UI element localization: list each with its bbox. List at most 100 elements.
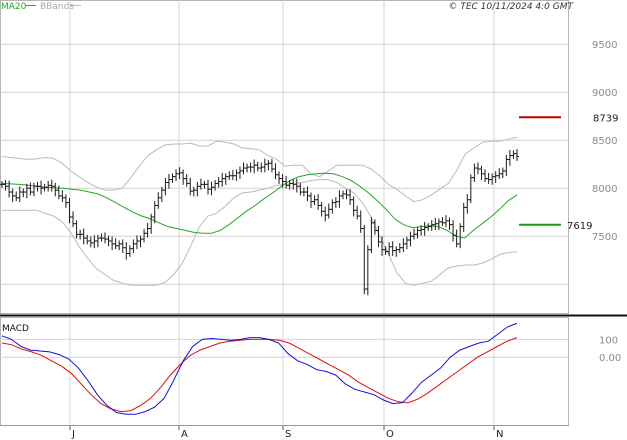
- month-label: S: [285, 429, 291, 440]
- price-bar: [237, 166, 242, 180]
- price-bar: [323, 206, 328, 222]
- price-bar: [433, 218, 438, 230]
- month-label: O: [386, 429, 394, 440]
- price-bar: [426, 223, 431, 231]
- price-bar: [465, 194, 470, 214]
- macd-panel-frame: [0, 317, 569, 426]
- price-bar: [163, 177, 168, 196]
- price-levels: 8739 7619: [519, 113, 618, 232]
- price-bar: [397, 243, 402, 253]
- price-bar: [479, 165, 484, 181]
- price-bar: [255, 161, 260, 172]
- macd-polyline: [1, 322, 518, 415]
- ma20-legend-label: MA20: [1, 2, 27, 12]
- price-bar: [17, 186, 22, 203]
- price-bar: [234, 169, 239, 181]
- resistance-level-label: 8739: [593, 113, 618, 124]
- price-bar: [483, 169, 488, 182]
- price-tick-label: 8500: [592, 136, 617, 147]
- price-bar: [177, 167, 182, 180]
- price-bar: [88, 236, 93, 248]
- price-bar: [280, 174, 285, 188]
- price-bar: [174, 169, 179, 181]
- price-bar: [181, 169, 186, 185]
- price-bar: [319, 202, 324, 217]
- price-bar: [440, 217, 445, 227]
- price-bar: [7, 180, 12, 198]
- price-bar: [78, 229, 83, 240]
- price-bar: [14, 191, 19, 202]
- price-bar: [134, 235, 139, 250]
- price-bar: [422, 221, 427, 236]
- price-bar: [259, 162, 264, 173]
- price-bar: [230, 170, 235, 181]
- price-bar: [355, 205, 360, 220]
- price-bar: [145, 222, 150, 238]
- price-bar: [53, 182, 58, 197]
- price-bar: [380, 236, 385, 256]
- price-bar: [248, 162, 253, 173]
- price-bar: [3, 179, 8, 191]
- price-bar: [63, 194, 68, 208]
- right-axis-band: [569, 0, 627, 440]
- price-bar: [504, 154, 509, 177]
- price-bar: [269, 158, 274, 173]
- price-bar: [500, 167, 505, 179]
- price-bar: [28, 182, 33, 196]
- price-bar: [390, 241, 395, 256]
- macd-tick-label: 100: [599, 335, 618, 346]
- price-tick-label: 8000: [592, 184, 617, 195]
- price-bar: [206, 179, 210, 195]
- price-bar: [188, 177, 193, 196]
- price-bar: [358, 210, 363, 233]
- price-bar: [202, 181, 207, 189]
- price-bar: [415, 227, 420, 239]
- price-bar: [252, 159, 257, 174]
- price-bar: [394, 246, 399, 257]
- price-bar: [351, 196, 356, 217]
- support-level-label: 7619: [567, 221, 592, 232]
- price-bar: [110, 236, 115, 251]
- price-bar: [142, 228, 147, 243]
- macd-panel-title: MACD: [2, 324, 29, 334]
- price-bar: [454, 229, 459, 248]
- price-bar: [21, 188, 26, 198]
- price-bar: [127, 245, 132, 257]
- price-axis: 9500 9000 8500 8000 7500: [592, 40, 617, 243]
- price-bar: [99, 233, 104, 242]
- copyright-label: © TEC 10/11/2024 4:0 GMT: [448, 2, 574, 12]
- price-bar: [39, 180, 44, 195]
- price-bar: [67, 198, 72, 224]
- price-bar: [117, 240, 122, 251]
- chart-header: MA20 BBands © TEC 10/11/2024 4:0 GMT: [1, 2, 574, 12]
- price-tick-label: 9000: [592, 88, 617, 99]
- price-bar: [170, 173, 175, 183]
- price-bar: [326, 203, 331, 219]
- price-bar: [312, 195, 317, 205]
- price-bar: [184, 174, 189, 187]
- price-bar: [273, 163, 278, 180]
- month-grid: [0, 0, 569, 430]
- price-bar: [443, 215, 448, 228]
- bollinger-bands: [1, 136, 518, 286]
- price-bar: [451, 220, 456, 242]
- price-bar: [401, 238, 406, 253]
- price-bar: [333, 197, 338, 208]
- bb-lower-line: [2, 179, 518, 286]
- price-bar: [344, 189, 349, 200]
- macd-lines: [1, 322, 518, 415]
- price-bar: [124, 242, 129, 260]
- price-bar: [369, 217, 374, 253]
- price-bar: [497, 168, 502, 180]
- price-bar: [365, 245, 370, 296]
- price-bar: [475, 162, 480, 175]
- price-bar: [31, 182, 36, 197]
- price-bar: [92, 235, 97, 249]
- price-bar: [266, 159, 271, 171]
- price-bar: [294, 178, 299, 193]
- price-bar: [387, 242, 392, 256]
- price-bar: [277, 171, 282, 184]
- price-bar: [309, 192, 313, 208]
- price-bar: [60, 190, 65, 203]
